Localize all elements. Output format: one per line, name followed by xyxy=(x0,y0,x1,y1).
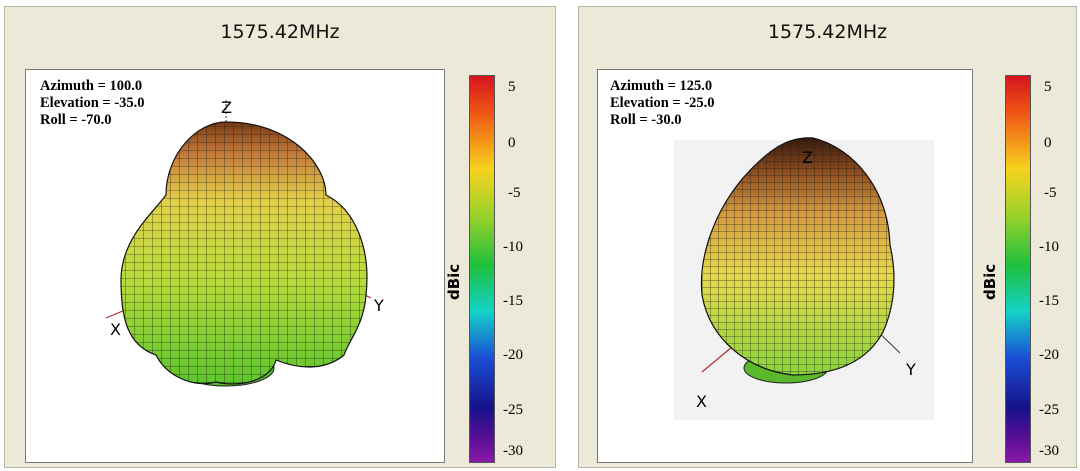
elevation-value: Elevation = -25.0 xyxy=(610,95,715,111)
orientation-readout: Azimuth = 125.0 Elevation = -25.0 Roll = -… xyxy=(610,78,715,129)
orientation-readout: Azimuth = 100.0 Elevation = -35.0 Roll = -… xyxy=(40,78,145,129)
radiation-pattern-plot[interactable]: Azimuth = 125.0 Elevation = -25.0 Roll = -… xyxy=(597,69,973,463)
colorbar-tick: -30 xyxy=(1039,443,1059,459)
z-axis-label: Z xyxy=(221,98,232,117)
y-axis-label: Y xyxy=(374,296,384,315)
colorbar xyxy=(469,75,495,463)
colorbar-tick: -20 xyxy=(503,347,523,363)
elevation-value: Elevation = -35.0 xyxy=(40,95,145,111)
colorbar-tick: -20 xyxy=(1039,347,1059,363)
colorbar-tick: -25 xyxy=(1039,402,1059,418)
frequency-title: 1575.42MHz xyxy=(767,21,888,43)
y-axis-label: Y xyxy=(906,360,916,379)
frequency-title: 1575.42MHz xyxy=(220,21,340,43)
colorbar-tick: 5 xyxy=(1044,79,1052,95)
colorbar-unit-label: dBic xyxy=(445,263,463,300)
radiation-pattern-3d xyxy=(105,100,372,387)
colorbar-unit-label: dBic xyxy=(981,263,999,300)
azimuth-value: Azimuth = 125.0 xyxy=(610,78,713,94)
colorbar-tick: -10 xyxy=(1039,239,1059,255)
radiation-pattern-3d xyxy=(674,137,934,420)
colorbar-tick: 0 xyxy=(1044,135,1052,151)
x-axis-label: X xyxy=(696,392,707,411)
colorbar-tick: 5 xyxy=(508,79,516,95)
colorbar-tick: -5 xyxy=(508,185,521,201)
antenna-pattern-panel-right: 1575.42MHz xyxy=(578,6,1077,468)
colorbar xyxy=(1005,75,1031,463)
radiation-pattern-plot[interactable]: Azimuth = 100.0 Elevation = -35.0 Roll = -… xyxy=(25,69,445,463)
colorbar-tick: -25 xyxy=(503,402,523,418)
x-axis-label: X xyxy=(110,320,121,339)
roll-value: Roll = -70.0 xyxy=(40,112,112,128)
z-axis-label: Z xyxy=(802,148,813,167)
colorbar-tick: -10 xyxy=(503,239,523,255)
colorbar-tick: -15 xyxy=(1039,293,1059,309)
azimuth-value: Azimuth = 100.0 xyxy=(40,78,143,94)
antenna-pattern-panel-left: 1575.42MHz xyxy=(4,6,556,468)
roll-value: Roll = -30.0 xyxy=(610,112,682,128)
colorbar-tick: -5 xyxy=(1044,185,1057,201)
colorbar-tick: -30 xyxy=(503,443,523,459)
colorbar-tick: 0 xyxy=(508,135,516,151)
colorbar-tick: -15 xyxy=(503,293,523,309)
